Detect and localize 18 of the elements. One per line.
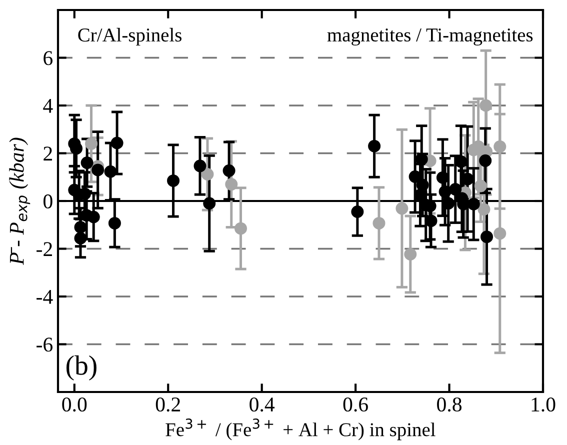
y-tick-label: -4	[36, 290, 53, 304]
y-tick-label: 2	[44, 146, 52, 160]
x-tick-label: 0.6	[343, 397, 368, 412]
x-tick-label: 0.4	[250, 397, 275, 412]
x-tick-label: 0.0	[62, 397, 87, 412]
y-tick-label: -2	[36, 242, 52, 256]
y-tick-label: 0	[44, 194, 52, 208]
y-axis-title: P̄ - P$_{exp}$ (kbar)	[9, 138, 30, 265]
annotation: Cr/Al-spinels	[78, 28, 182, 46]
x-axis-title: Fe$^{3+}$ / (Fe$^{3+}$ + Al + Cr) in spinel	[166, 418, 436, 440]
x-tick-label: 0.8	[437, 397, 462, 412]
y-tick-label: 4	[43, 99, 53, 113]
annotation: (b)	[66, 355, 96, 381]
annotation: magnetites / Ti-magnetites	[327, 28, 533, 46]
y-tick-label: -6	[36, 338, 53, 352]
y-tick-label: 6	[44, 51, 53, 66]
x-tick-label: 1.0	[532, 397, 556, 412]
x-tick-label: 0.2	[156, 397, 180, 412]
